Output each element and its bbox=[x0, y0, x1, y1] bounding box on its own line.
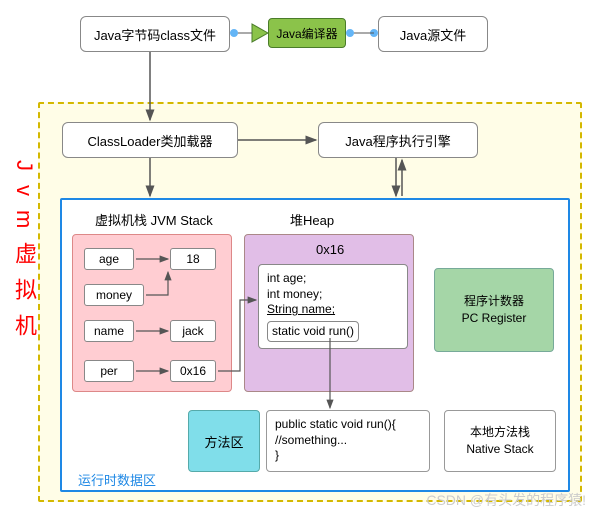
cell-name-val: jack bbox=[170, 320, 216, 342]
native-l2: Native Stack bbox=[466, 441, 533, 458]
bytecode-box: Java字节码class文件 bbox=[80, 16, 230, 52]
cell-name-key: name bbox=[84, 320, 134, 342]
heap-f2: int money; bbox=[267, 287, 399, 303]
compiler-box: Java编译器 bbox=[268, 18, 346, 48]
pc-l1: 程序计数器 bbox=[462, 293, 527, 310]
watermark: CSDN @有头发的程序猿! bbox=[426, 490, 586, 510]
method-label: 方法区 bbox=[204, 432, 243, 451]
pc-l2: PC Register bbox=[462, 310, 527, 327]
heap-f1: int age; bbox=[267, 271, 399, 287]
code-l3: } bbox=[275, 448, 421, 464]
cell-money-key: money bbox=[84, 284, 144, 306]
method-area: 方法区 bbox=[188, 410, 260, 472]
engine-box: Java程序执行引擎 bbox=[318, 122, 478, 158]
source-label: Java源文件 bbox=[400, 25, 466, 44]
bytecode-label: Java字节码class文件 bbox=[94, 25, 216, 44]
cell-age-key: age bbox=[84, 248, 134, 270]
jvm-title: Jvm虚拟机 bbox=[8, 160, 40, 350]
source-box: Java源文件 bbox=[378, 16, 488, 52]
cell-per-key: per bbox=[84, 360, 134, 382]
pc-register: 程序计数器 PC Register bbox=[434, 268, 554, 352]
method-code: public static void run(){ //something...… bbox=[266, 410, 430, 472]
stack-title: 虚拟机栈 JVM Stack bbox=[95, 210, 213, 229]
native-l1: 本地方法栈 bbox=[466, 424, 533, 441]
classloader-label: ClassLoader类加载器 bbox=[88, 131, 213, 150]
heap-f3: String name; bbox=[267, 302, 399, 318]
heap-addr: 0x16 bbox=[316, 242, 344, 257]
code-l2: //something... bbox=[275, 433, 421, 449]
classloader-box: ClassLoader类加载器 bbox=[62, 122, 238, 158]
compiler-label: Java编译器 bbox=[276, 25, 337, 42]
heap-object: int age; int money; String name; static … bbox=[258, 264, 408, 349]
code-l1: public static void run(){ bbox=[275, 417, 421, 433]
heap-run: static void run() bbox=[267, 321, 359, 343]
heap-title: 堆Heap bbox=[290, 210, 334, 229]
native-stack: 本地方法栈 Native Stack bbox=[444, 410, 556, 472]
runtime-label: 运行时数据区 bbox=[78, 470, 156, 489]
cell-per-val: 0x16 bbox=[170, 360, 216, 382]
cell-age-val: 18 bbox=[170, 248, 216, 270]
engine-label: Java程序执行引擎 bbox=[345, 131, 450, 150]
